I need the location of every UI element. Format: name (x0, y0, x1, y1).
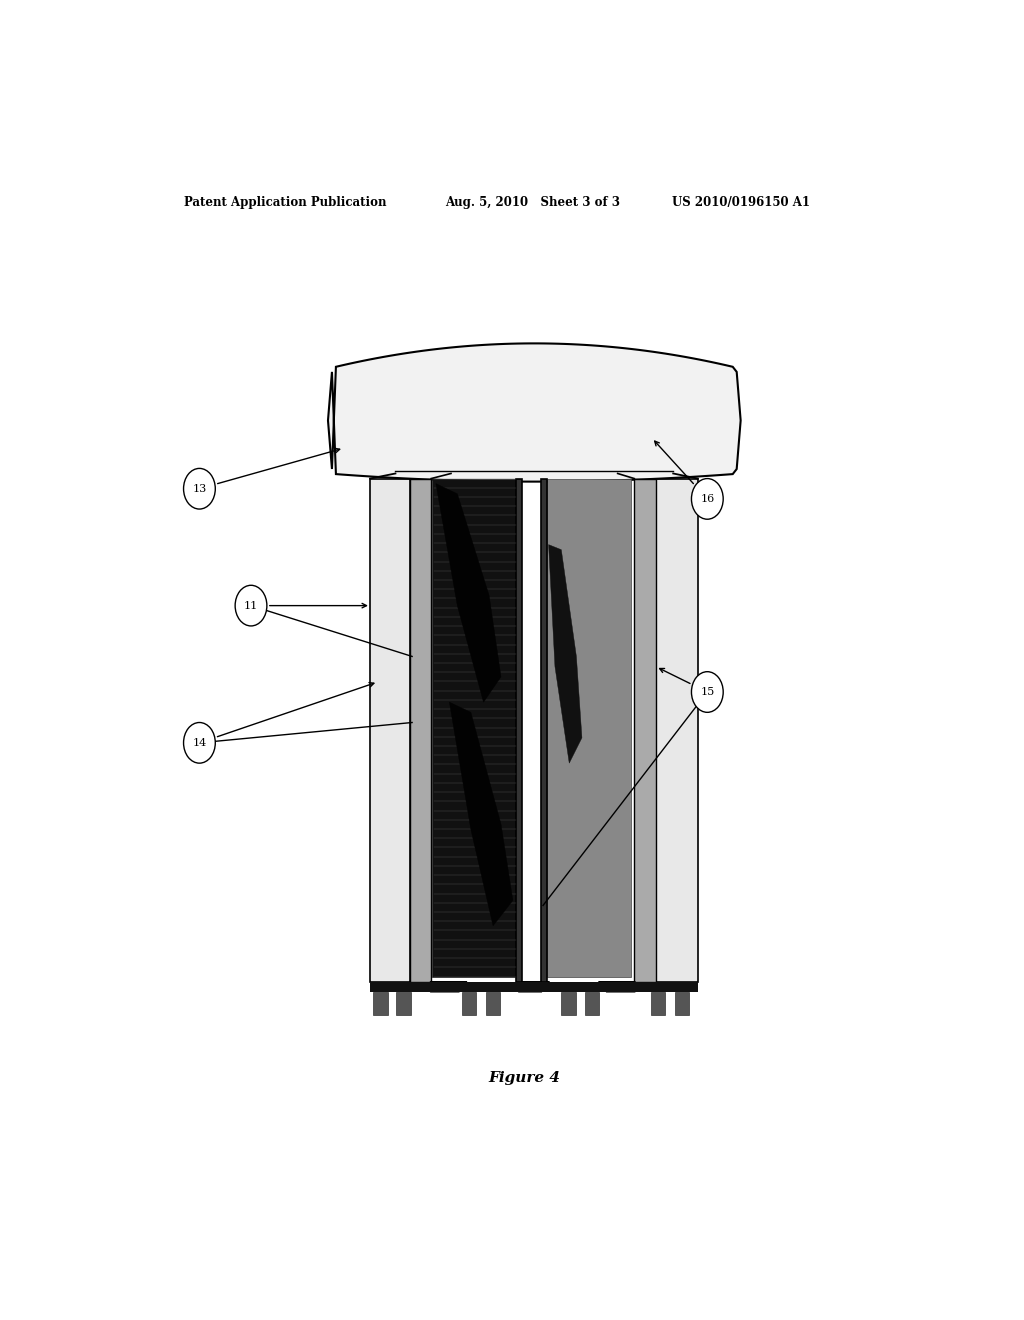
Bar (675, 991, 689, 1015)
Polygon shape (518, 982, 550, 991)
Bar (561, 991, 575, 1015)
Text: US 2010/0196150 A1: US 2010/0196150 A1 (672, 195, 810, 209)
Polygon shape (549, 545, 582, 763)
Bar (462, 991, 476, 1015)
Bar (634, 479, 655, 982)
Circle shape (183, 469, 215, 510)
Bar (651, 991, 666, 1015)
Polygon shape (328, 343, 740, 482)
Polygon shape (599, 982, 635, 991)
Bar (410, 479, 431, 982)
Text: Patent Application Publication: Patent Application Publication (183, 195, 386, 209)
Bar (370, 982, 697, 991)
Circle shape (236, 585, 267, 626)
Circle shape (691, 672, 723, 713)
Bar (655, 479, 697, 982)
Bar (585, 991, 599, 1015)
Text: 14: 14 (193, 738, 207, 748)
Bar (516, 479, 522, 982)
Text: 15: 15 (700, 686, 715, 697)
Circle shape (183, 722, 215, 763)
Text: Figure 4: Figure 4 (488, 1072, 561, 1085)
Bar (373, 991, 387, 1015)
Bar (547, 479, 631, 977)
Polygon shape (436, 483, 501, 702)
Bar (370, 479, 410, 982)
Bar (396, 991, 411, 1015)
Text: 11: 11 (244, 601, 258, 611)
Polygon shape (450, 702, 513, 925)
Text: 16: 16 (700, 494, 715, 504)
Polygon shape (430, 982, 467, 991)
Text: 13: 13 (193, 483, 207, 494)
Bar (432, 479, 518, 977)
Bar (541, 479, 547, 982)
Bar (486, 991, 500, 1015)
Text: Aug. 5, 2010   Sheet 3 of 3: Aug. 5, 2010 Sheet 3 of 3 (445, 195, 621, 209)
Circle shape (691, 479, 723, 519)
